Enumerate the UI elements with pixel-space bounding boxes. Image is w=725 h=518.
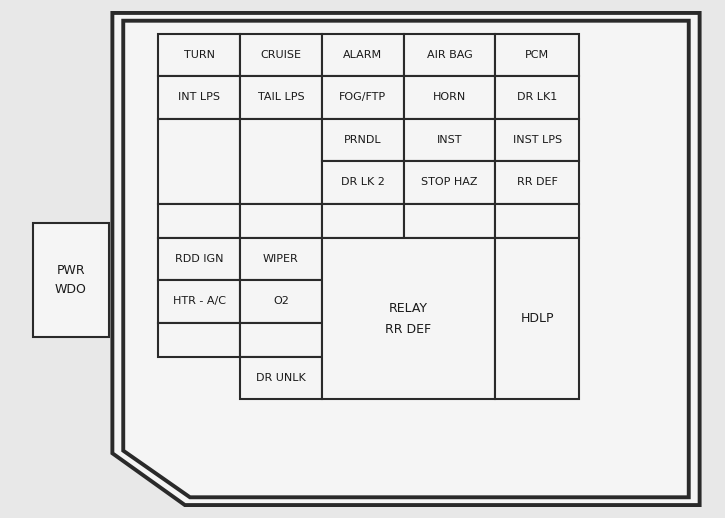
Bar [322,238,495,399]
Text: CRUISE: CRUISE [260,50,302,60]
Text: TURN: TURN [183,50,215,60]
Polygon shape [112,13,700,505]
Bar [158,119,240,204]
Text: PRNDL: PRNDL [344,135,381,145]
Bar [33,223,109,337]
Bar [158,34,240,76]
Bar [322,76,404,119]
Bar [404,119,495,161]
Text: INST LPS: INST LPS [513,135,562,145]
Bar [404,76,495,119]
Text: STOP HAZ: STOP HAZ [421,177,478,188]
Bar [495,161,579,204]
Text: PWR
WDO: PWR WDO [55,264,86,296]
Bar [495,34,579,76]
Text: TAIL LPS: TAIL LPS [257,92,304,103]
Text: O2: O2 [273,296,289,307]
Text: ALARM: ALARM [344,50,382,60]
Bar [495,238,579,399]
Bar [240,280,322,323]
Text: PCM: PCM [525,50,550,60]
Text: HORN: HORN [433,92,466,103]
Bar [404,161,495,204]
Bar [404,204,495,238]
Text: RELAY
RR DEF: RELAY RR DEF [386,301,431,336]
Bar [240,204,322,238]
Text: INST: INST [436,135,463,145]
Bar [240,76,322,119]
Bar [158,323,240,357]
Bar [495,119,579,161]
Bar [495,76,579,119]
Polygon shape [123,21,689,497]
Bar [158,238,240,280]
Text: INT LPS: INT LPS [178,92,220,103]
Text: RR DEF: RR DEF [517,177,558,188]
Bar [158,204,240,238]
Bar [322,34,404,76]
Bar [158,76,240,119]
Bar [495,204,579,238]
Text: WIPER: WIPER [263,254,299,264]
Bar [158,280,240,323]
Text: DR LK 2: DR LK 2 [341,177,385,188]
Text: RDD IGN: RDD IGN [175,254,223,264]
Bar [240,34,322,76]
Bar [322,204,404,238]
Bar [322,161,404,204]
Bar [322,119,404,161]
Text: AIR BAG: AIR BAG [426,50,473,60]
Bar [240,323,322,357]
Text: HTR - A/C: HTR - A/C [173,296,225,307]
Text: FOG/FTP: FOG/FTP [339,92,386,103]
Text: HDLP: HDLP [521,312,554,325]
Text: DR UNLK: DR UNLK [256,373,306,383]
Bar [240,238,322,280]
Bar [240,357,322,399]
Bar [404,34,495,76]
Bar [240,119,322,204]
Text: DR LK1: DR LK1 [517,92,558,103]
